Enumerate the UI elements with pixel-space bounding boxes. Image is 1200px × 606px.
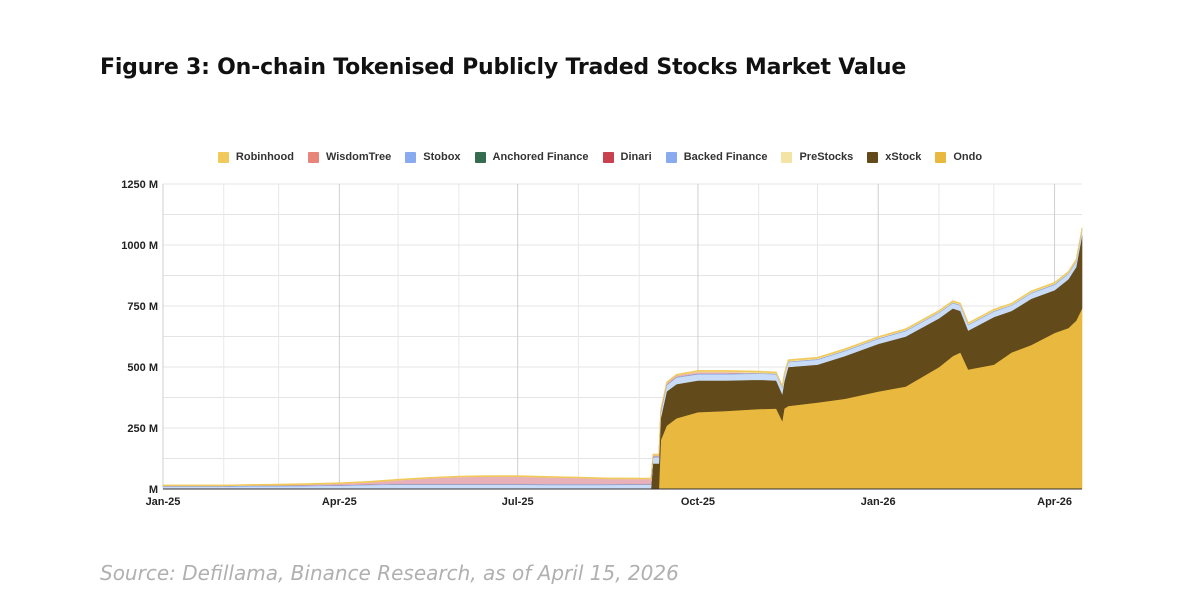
y-tick-label: 500 M	[127, 362, 158, 374]
legend-swatch	[665, 151, 677, 163]
x-tick-label: Apr-25	[322, 496, 357, 508]
legend-label: PreStocks	[799, 151, 854, 163]
legend-label: Anchored Finance	[492, 151, 589, 163]
legend-swatch	[867, 151, 879, 163]
legend-item[interactable]: PreStocks	[781, 151, 853, 163]
legend-swatch	[474, 151, 486, 163]
legend-item[interactable]: Robinhood	[217, 151, 294, 163]
legend-label: xStock	[885, 151, 922, 163]
legend-item[interactable]: Backed Finance	[665, 151, 768, 163]
legend-item[interactable]: Dinari	[602, 151, 652, 163]
legend-label: Dinari	[620, 151, 652, 163]
x-tick-label: Jan-25	[146, 496, 181, 508]
legend-swatch	[307, 151, 319, 163]
legend-label: WisdomTree	[325, 151, 392, 163]
source-note: Source: Defillama, Binance Research, as …	[100, 561, 679, 585]
legend-swatch	[602, 151, 614, 163]
x-tick-label: Oct-25	[681, 496, 715, 508]
y-tick-label: M	[149, 484, 158, 496]
x-tick-label: Jan-26	[861, 496, 896, 508]
legend-item[interactable]: Stobox	[405, 151, 461, 163]
x-tick-label: Jul-25	[502, 496, 534, 508]
legend-label: Ondo	[953, 151, 983, 163]
legend-swatch	[781, 151, 793, 163]
legend-label: Stobox	[423, 151, 461, 163]
chart-title: Figure 3: On-chain Tokenised Publicly Tr…	[100, 55, 907, 80]
legend-swatch	[405, 151, 417, 163]
legend-swatch	[217, 151, 229, 163]
y-tick-label: 1250 M	[121, 179, 158, 191]
x-tick-label: Apr-26	[1037, 496, 1072, 508]
legend-label: Backed Finance	[683, 151, 768, 163]
legend-item[interactable]: Ondo	[935, 151, 982, 163]
y-tick-label: 250 M	[127, 423, 158, 435]
chart-legend: Robinhood WisdomTree Stobox Anchored Financ…	[0, 151, 1200, 163]
legend-item[interactable]: WisdomTree	[307, 151, 392, 163]
area-robinhood	[162, 227, 1083, 487]
legend-item[interactable]: Anchored Finance	[474, 151, 589, 163]
y-tick-label: 750 M	[127, 301, 158, 313]
y-tick-label: 1000 M	[121, 240, 158, 252]
legend-label: Robinhood	[235, 151, 294, 163]
legend-swatch	[935, 151, 947, 163]
legend-item[interactable]: xStock	[867, 151, 921, 163]
